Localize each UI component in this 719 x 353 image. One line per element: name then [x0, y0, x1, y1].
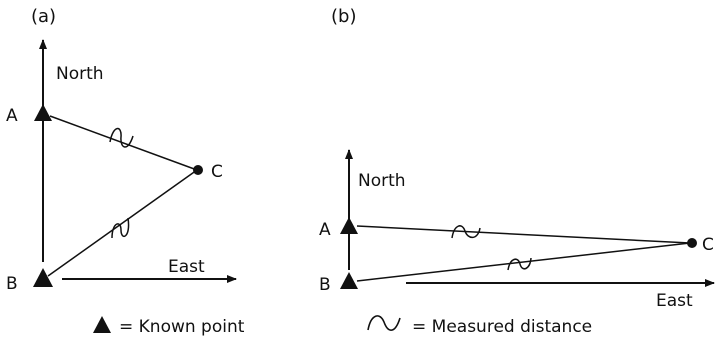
panel-b-label: (b) [331, 6, 356, 27]
panel-a-line-ac [49, 115, 198, 171]
panel-b-point-b-label: B [319, 275, 331, 295]
panel-b: (b) North East A B C [319, 6, 715, 311]
panel-b-point-c-label: C [702, 235, 714, 255]
panel-b-line-ac [356, 225, 691, 244]
panel-b-known-point-b [340, 272, 358, 289]
panel-a-north-label: North [56, 64, 104, 84]
legend-measured-distance-icon [367, 315, 401, 331]
panel-a-label: (a) [31, 6, 56, 27]
panel-a-point-a-label: A [6, 106, 18, 126]
panel-b-measured-distance-mark-bc [507, 257, 532, 271]
panel-a-point-b-label: B [6, 274, 18, 294]
panel-b-point-a-label: A [319, 220, 331, 240]
panel-a-measured-distance-mark-bc [111, 217, 130, 239]
panel-b-north-label: North [358, 171, 406, 191]
panel-b-measured-distance-mark-ac [451, 225, 481, 239]
panel-a-known-point-a [34, 104, 52, 121]
legend: = Known point = Measured distance [93, 315, 592, 337]
panel-a-east-label: East [168, 257, 205, 277]
panel-a-point-c [193, 165, 203, 175]
legend-known-point-icon [93, 316, 111, 333]
panel-a-measured-distance-mark-ac [109, 127, 134, 148]
panel-a-known-point-b [33, 268, 53, 287]
panel-a: (a) North East A B C [6, 6, 237, 294]
panel-b-point-c [687, 238, 697, 248]
panel-a-line-bc [47, 169, 198, 277]
panel-a-point-c-label: C [211, 162, 223, 182]
panel-b-known-point-a [340, 217, 358, 234]
panel-b-line-bc [356, 242, 691, 282]
legend-known-point-label: = Known point [119, 317, 245, 337]
panel-b-east-label: East [656, 291, 693, 311]
legend-measured-distance-label: = Measured distance [412, 317, 592, 337]
